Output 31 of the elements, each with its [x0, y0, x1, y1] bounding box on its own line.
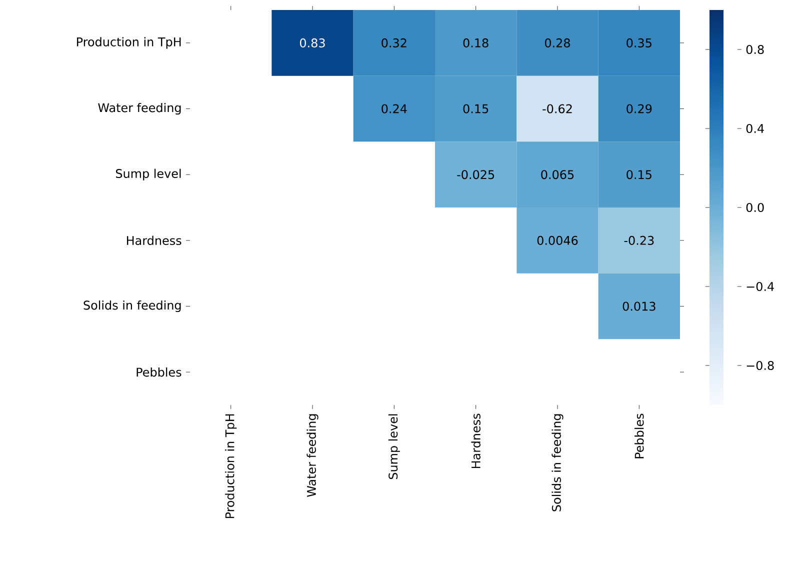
x-tick-label: Hardness — [471, 414, 480, 468]
color-bar-label: −0.8 — [746, 360, 774, 370]
data-label: 0.15 — [626, 170, 652, 180]
x-tick-label: Solids in feeding — [552, 414, 564, 512]
data-label: 0.013 — [622, 302, 656, 311]
y-tick-label: Water feeding — [98, 102, 181, 115]
data-label: -0.23 — [624, 236, 654, 245]
y-tick-label: Hardness — [126, 236, 182, 246]
x-tick-label: Sump level — [388, 414, 400, 480]
data-label: 0.15 — [463, 104, 488, 114]
data-label: 0.0046 — [537, 236, 578, 245]
y-tick-label: Sump level — [116, 168, 181, 180]
data-label: 0.065 — [541, 170, 574, 180]
data-label: 0.28 — [544, 38, 570, 48]
data-label: 0.29 — [626, 104, 652, 114]
data-label: 0.24 — [382, 104, 407, 114]
data-label: -0.025 — [457, 170, 494, 180]
x-tick-label: Water feeding — [306, 414, 318, 497]
y-tick-label: Solids in feeding — [84, 300, 181, 312]
x-tick-label: Pebbles — [634, 414, 644, 458]
data-label: 0.83 — [300, 38, 325, 48]
color-bar-label: −0.4 — [746, 282, 774, 292]
data-label: 0.35 — [626, 38, 652, 48]
data-label: 0.18 — [463, 38, 488, 48]
data-label: -0.62 — [542, 104, 572, 114]
color-bar-label: 0.0 — [746, 202, 764, 212]
y-tick-label: Production in TpH — [77, 37, 181, 49]
color-bar-label: 0.8 — [746, 44, 764, 54]
data-label: 0.32 — [382, 38, 406, 48]
y-tick-label: Pebbles — [136, 367, 182, 377]
color-bar-label: 0.4 — [746, 124, 764, 134]
